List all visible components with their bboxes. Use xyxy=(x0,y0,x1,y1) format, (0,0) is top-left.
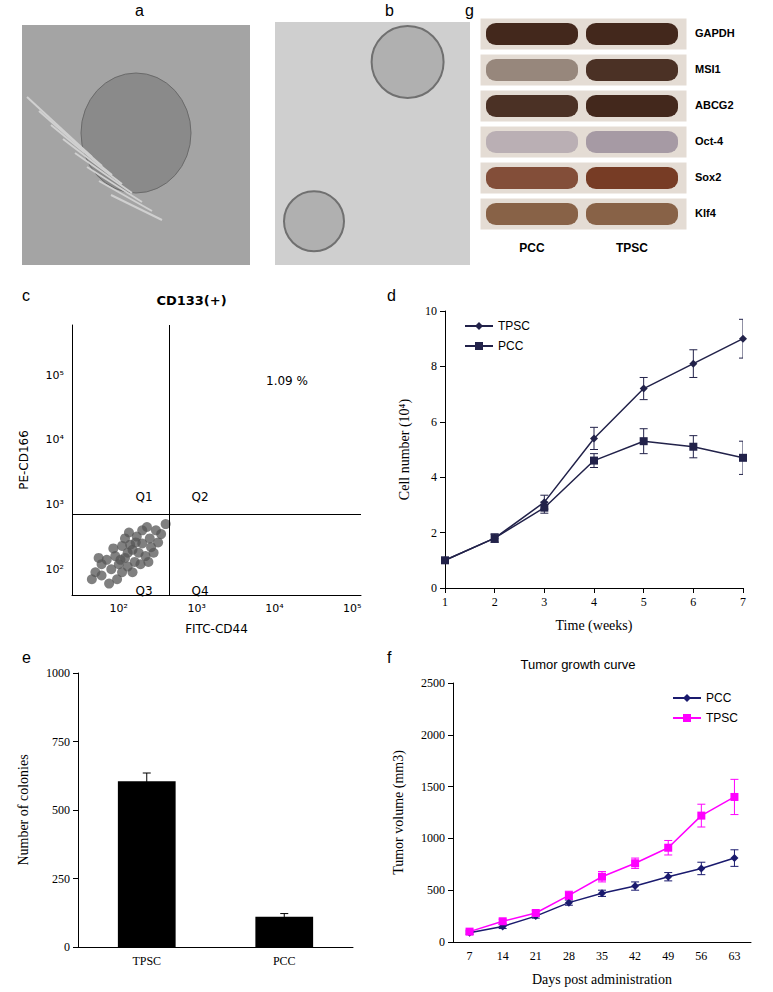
svg-text:5: 5 xyxy=(641,595,647,609)
svg-text:21: 21 xyxy=(530,949,542,963)
svg-text:49: 49 xyxy=(662,949,674,963)
svg-text:4: 4 xyxy=(591,595,597,609)
svg-text:4: 4 xyxy=(431,470,437,484)
svg-text:PCC: PCC xyxy=(498,339,524,353)
svg-text:42: 42 xyxy=(629,949,641,963)
svg-text:Q1: Q1 xyxy=(136,490,153,504)
svg-text:250: 250 xyxy=(52,872,70,886)
svg-text:Days post administration: Days post administration xyxy=(532,972,672,987)
svg-text:Oct-4: Oct-4 xyxy=(695,135,724,147)
svg-text:Tumor volume (mm3): Tumor volume (mm3) xyxy=(391,750,407,875)
svg-text:500: 500 xyxy=(427,883,445,897)
svg-text:Q2: Q2 xyxy=(192,490,209,504)
svg-text:14: 14 xyxy=(497,949,509,963)
svg-text:PCC: PCC xyxy=(273,954,296,968)
svg-text:3: 3 xyxy=(541,595,547,609)
svg-text:Q4: Q4 xyxy=(191,583,209,598)
svg-text:10²: 10² xyxy=(46,563,64,576)
svg-text:6: 6 xyxy=(431,415,437,429)
svg-text:1: 1 xyxy=(442,595,448,609)
svg-text:10⁵: 10⁵ xyxy=(343,602,361,615)
svg-text:1500: 1500 xyxy=(421,780,445,794)
svg-text:10⁴: 10⁴ xyxy=(265,602,284,615)
svg-text:8: 8 xyxy=(431,359,437,373)
svg-text:TPSC: TPSC xyxy=(706,711,738,725)
svg-text:ABCG2: ABCG2 xyxy=(695,99,734,111)
svg-text:2000: 2000 xyxy=(421,728,445,742)
html-text:d: d xyxy=(387,287,396,304)
svg-text:500: 500 xyxy=(52,803,70,817)
svg-text:CD133(+): CD133(+) xyxy=(156,293,226,308)
svg-text:10: 10 xyxy=(425,304,437,318)
svg-text:63: 63 xyxy=(728,949,740,963)
svg-text:56: 56 xyxy=(695,949,707,963)
svg-text:Tumor growth curve: Tumor growth curve xyxy=(520,657,635,672)
svg-text:PE-CD166: PE-CD166 xyxy=(17,430,31,490)
svg-text:Klf4: Klf4 xyxy=(695,207,717,219)
svg-text:Time (weeks): Time (weeks) xyxy=(556,618,633,634)
svg-text:TPSC: TPSC xyxy=(132,954,161,968)
svg-text:PCC: PCC xyxy=(706,691,732,705)
svg-text:1000: 1000 xyxy=(46,666,70,680)
svg-text:10⁴: 10⁴ xyxy=(46,433,65,446)
svg-text:2: 2 xyxy=(431,526,437,540)
svg-text:Cell number (10⁴): Cell number (10⁴) xyxy=(397,399,413,501)
svg-text:GAPDH: GAPDH xyxy=(695,27,735,39)
html-text:f: f xyxy=(387,649,392,666)
svg-text:MSI1: MSI1 xyxy=(695,63,721,75)
svg-text:1.09 %: 1.09 % xyxy=(266,374,308,388)
svg-text:2500: 2500 xyxy=(421,676,445,690)
svg-text:0: 0 xyxy=(431,581,437,595)
html-text:b: b xyxy=(385,2,394,19)
svg-text:35: 35 xyxy=(596,949,608,963)
html-text:a: a xyxy=(135,2,144,19)
svg-text:2: 2 xyxy=(492,595,498,609)
svg-text:750: 750 xyxy=(52,735,70,749)
svg-text:1000: 1000 xyxy=(421,831,445,845)
svg-text:28: 28 xyxy=(563,949,575,963)
svg-text:Sox2: Sox2 xyxy=(695,171,721,183)
svg-text:10³: 10³ xyxy=(46,498,64,511)
html-text:c: c xyxy=(22,287,30,304)
svg-text:7: 7 xyxy=(740,595,746,609)
svg-text:0: 0 xyxy=(439,935,445,949)
svg-text:10⁵: 10⁵ xyxy=(46,369,64,382)
svg-text:10³: 10³ xyxy=(187,602,205,615)
svg-text:6: 6 xyxy=(690,595,696,609)
html-text:e: e xyxy=(22,649,31,666)
html-text:g: g xyxy=(465,2,474,19)
svg-text:7: 7 xyxy=(467,949,473,963)
svg-text:0: 0 xyxy=(64,940,70,954)
svg-text:PCC: PCC xyxy=(519,241,545,255)
svg-text:Number of colonies: Number of colonies xyxy=(16,754,31,865)
svg-text:10²: 10² xyxy=(110,602,128,615)
svg-text:TPSC: TPSC xyxy=(498,319,530,333)
svg-text:TPSC: TPSC xyxy=(616,241,648,255)
svg-text:Q3: Q3 xyxy=(135,583,153,598)
svg-text:FITC-CD44: FITC-CD44 xyxy=(185,622,248,636)
